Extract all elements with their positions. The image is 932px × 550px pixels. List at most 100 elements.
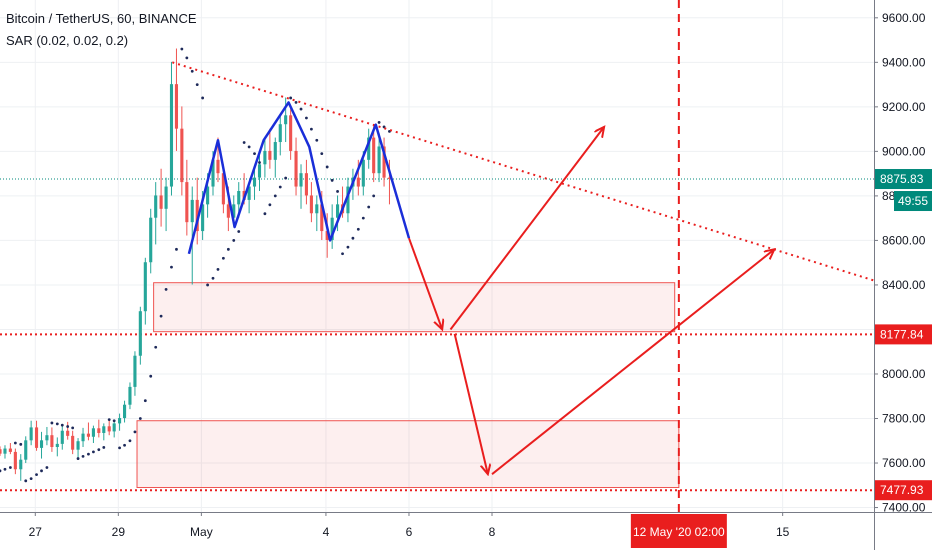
sar-dot-5 [24,479,28,483]
candle-body-32 [164,186,168,209]
candle-body-74 [382,146,386,178]
projection-arrow-0 [408,237,442,329]
sar-dot-70 [361,216,365,220]
sar-dot-46 [237,230,241,233]
y-tick-label-10: 9400.00 [882,55,926,69]
candle-body-20 [102,426,106,433]
sar-dot-35 [180,47,184,51]
candle-body-8 [39,440,44,448]
sar-dot-53 [273,194,277,198]
candle-body-21 [107,426,111,432]
sar-indicator-legend[interactable]: SAR (0.02, 0.02, 0.2) [6,33,129,48]
x-tick-label-5: 8 [489,525,496,539]
descending-trendline [172,61,875,282]
candle-body-29 [149,217,153,263]
candle-body-16 [81,433,85,442]
candle-body-57 [294,150,298,187]
y-tick-label-1: 7600.00 [882,456,926,470]
sar-dot-56 [289,96,293,100]
sar-dot-34 [175,247,178,251]
sar-dot-15 [76,457,80,460]
candle-body-56 [289,115,293,151]
candle-body-13 [66,430,70,436]
sar-dot-49 [253,152,256,156]
candle-body-5 [24,440,28,460]
candle-body-49 [252,177,257,187]
projection-arrow-1 [449,127,604,331]
candle-body-25 [128,386,132,405]
sar-dot-28 [143,399,147,403]
candle-body-9 [45,435,49,441]
sar-dot-11 [55,422,59,426]
candle-body-63 [325,231,329,240]
candle-body-39 [201,204,205,232]
sar-series [0,47,391,483]
projection-arrow-2 [453,333,488,474]
y-tick-label-6: 8600.00 [882,233,926,247]
support-zone-1 [136,420,680,489]
candle-body-41 [211,159,215,187]
sar-dot-26 [133,430,137,434]
sar-dot-57 [294,101,298,104]
sar-dot-17 [87,452,90,456]
x-tick-label-6: 15 [776,525,790,539]
sar-dot-37 [190,69,194,73]
level-badge-0 [875,324,932,345]
sar-dot-45 [232,239,236,242]
projection-arrow-3 [491,249,774,475]
sar-dot-42 [216,267,220,271]
candle-body-75 [387,177,392,179]
support-zones [136,282,680,489]
sar-dot-54 [278,185,282,189]
candle-body-60 [309,195,313,214]
candlestick-series [0,48,392,481]
y-tick-label-5: 8400.00 [882,278,926,292]
sar-dot-63 [325,165,329,169]
sar-dot-39 [201,96,205,100]
candle-body-58 [299,173,303,187]
candle-body-26 [133,355,137,387]
sar-dot-1 [3,467,7,471]
candle-body-71 [367,137,371,160]
sar-dot-12 [60,423,64,427]
y-tick-label-3: 8000.00 [882,367,926,381]
sar-dot-29 [149,374,153,378]
sar-dot-68 [351,236,355,240]
sar-dot-58 [299,107,303,111]
candle-body-33 [169,84,174,187]
candle-body-28 [143,262,147,312]
sar-dot-30 [154,345,158,349]
sar-dot-64 [330,178,334,182]
sar-dot-19 [97,448,101,452]
candle-body-7 [34,427,39,448]
candle-body-15 [76,441,80,450]
candle-body-30 [154,195,158,218]
candle-body-67 [346,186,350,214]
candle-body-18 [91,428,95,437]
y-tick-label-0: 7400.00 [882,501,926,515]
chart-symbol-legend[interactable]: Bitcoin / TetherUS, 60, BINANCE [6,11,197,26]
candle-body-19 [97,428,101,433]
candle-body-62 [320,204,324,232]
sar-dot-20 [102,446,106,449]
time-axis [0,512,932,550]
candle-body-2 [8,448,12,452]
sar-dot-13 [66,425,70,428]
candle-body-43 [221,173,225,205]
sar-dot-36 [185,56,189,60]
sar-dot-2 [8,466,12,469]
sar-dot-6 [29,477,33,481]
candle-body-36 [185,182,189,223]
price-badges: 8875.83 49:55 8177.84 7477.93 12 May '20 02:… [630,169,932,548]
sar-dot-44 [226,247,230,251]
candle-body-22 [112,423,116,432]
sar-dot-69 [356,227,360,231]
sar-dot-4 [19,442,23,446]
y-tick-label-11: 9600.00 [882,11,926,25]
sar-dot-60 [310,127,313,131]
candle-body-61 [315,204,319,214]
candle-body-51 [263,150,267,165]
sar-dot-48 [247,145,251,149]
